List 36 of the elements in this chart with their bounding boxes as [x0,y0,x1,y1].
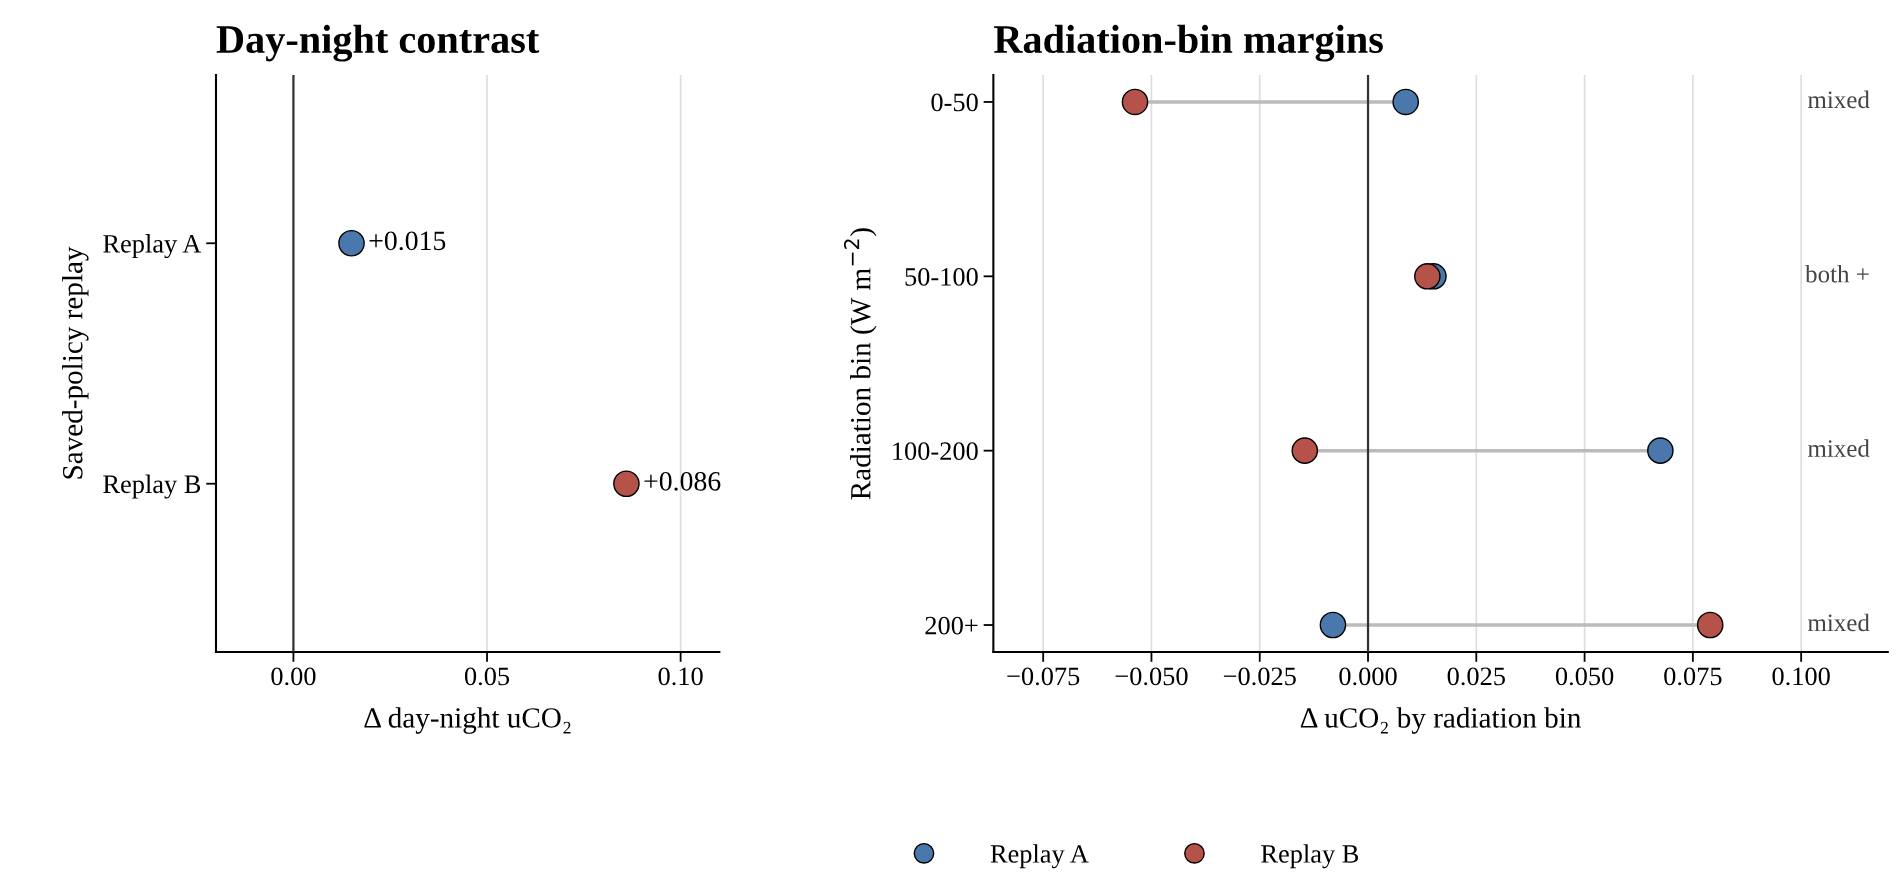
x-axis-title: Δ day-night uCO₂ [364,707,571,734]
x-tick-label: 0.075 [1664,667,1722,686]
point [1392,88,1420,116]
point [1291,437,1319,464]
x-axis-title: Δ uCO₂ by radiation bin [1300,707,1581,734]
chart-title: Radiation-bin margins [994,24,1383,62]
x-tick-label: 0.05 [464,667,510,686]
point [1414,263,1441,290]
x-tick-label: 0.050 [1555,667,1614,686]
y-tick-label: 0-50 [931,93,978,112]
y-tick-label: 200+ [925,616,978,635]
data-label: +0.086 [644,471,721,491]
legend-label: Replay B [1261,844,1359,869]
x-tick-label: 0.00 [271,667,316,686]
annotation: mixed [1807,439,1870,457]
annotation: both + [1805,264,1869,283]
x-tick-label: 0.025 [1447,667,1505,686]
point [1647,437,1674,464]
y-tick-label: 100-200 [893,442,978,461]
point [1696,611,1724,639]
legend-label: Replay A [990,844,1089,869]
y-axis-title: Radiation bin (W m$^{−2}$) [843,228,877,500]
x-tick-label: −0.075 [1007,667,1080,686]
x-tick-label: 0.000 [1339,667,1397,686]
annotation: mixed [1807,613,1870,632]
x-tick-label: −0.050 [1115,667,1188,686]
y-axis-title: Saved-policy replay [62,246,89,479]
point [1319,611,1347,639]
chart-title: Day-night contrast [216,24,540,62]
x-tick-label: −0.025 [1223,667,1296,686]
data-label: +0.015 [369,231,446,251]
y-tick-label: 50-100 [905,267,978,286]
annotation: mixed [1807,90,1870,109]
x-tick-label: 0.10 [658,667,703,686]
x-tick-label: 0.100 [1772,667,1830,686]
point [1121,88,1149,116]
